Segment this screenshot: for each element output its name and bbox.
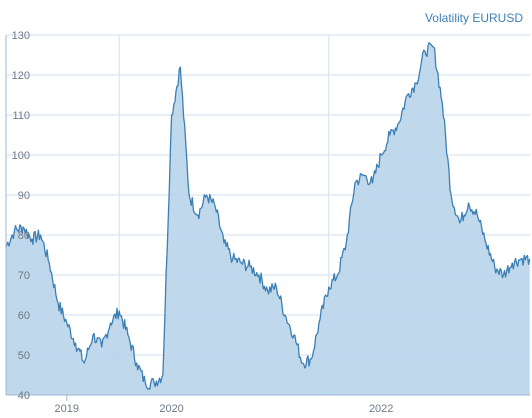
series-line xyxy=(5,42,531,390)
series-fill xyxy=(5,42,530,395)
x-tick-label: 2022 xyxy=(369,403,393,415)
y-tick-label: 90 xyxy=(18,190,30,202)
y-tick-label: 120 xyxy=(12,70,30,82)
y-tick-label: 100 xyxy=(12,150,30,162)
series-area xyxy=(5,42,531,395)
axes xyxy=(5,35,530,396)
y-tick-label: 80 xyxy=(18,230,30,242)
y-tick-label: 110 xyxy=(12,110,30,122)
chart-title: Volatility EURUSD xyxy=(425,11,523,25)
y-tick-label: 50 xyxy=(18,350,30,362)
x-axis-ticks: 2019 2020 2022 xyxy=(55,403,394,415)
y-tick-label: 130 xyxy=(12,30,30,42)
y-tick-label: 40 xyxy=(18,390,30,402)
y-axis-ticks: 40 50 60 70 80 90 100 110 120 130 xyxy=(12,30,30,402)
y-tick-label: 60 xyxy=(18,310,30,322)
y-tick-label: 70 xyxy=(18,270,30,282)
x-tick-label: 2019 xyxy=(55,403,79,415)
x-tick-label: 2020 xyxy=(159,403,183,415)
